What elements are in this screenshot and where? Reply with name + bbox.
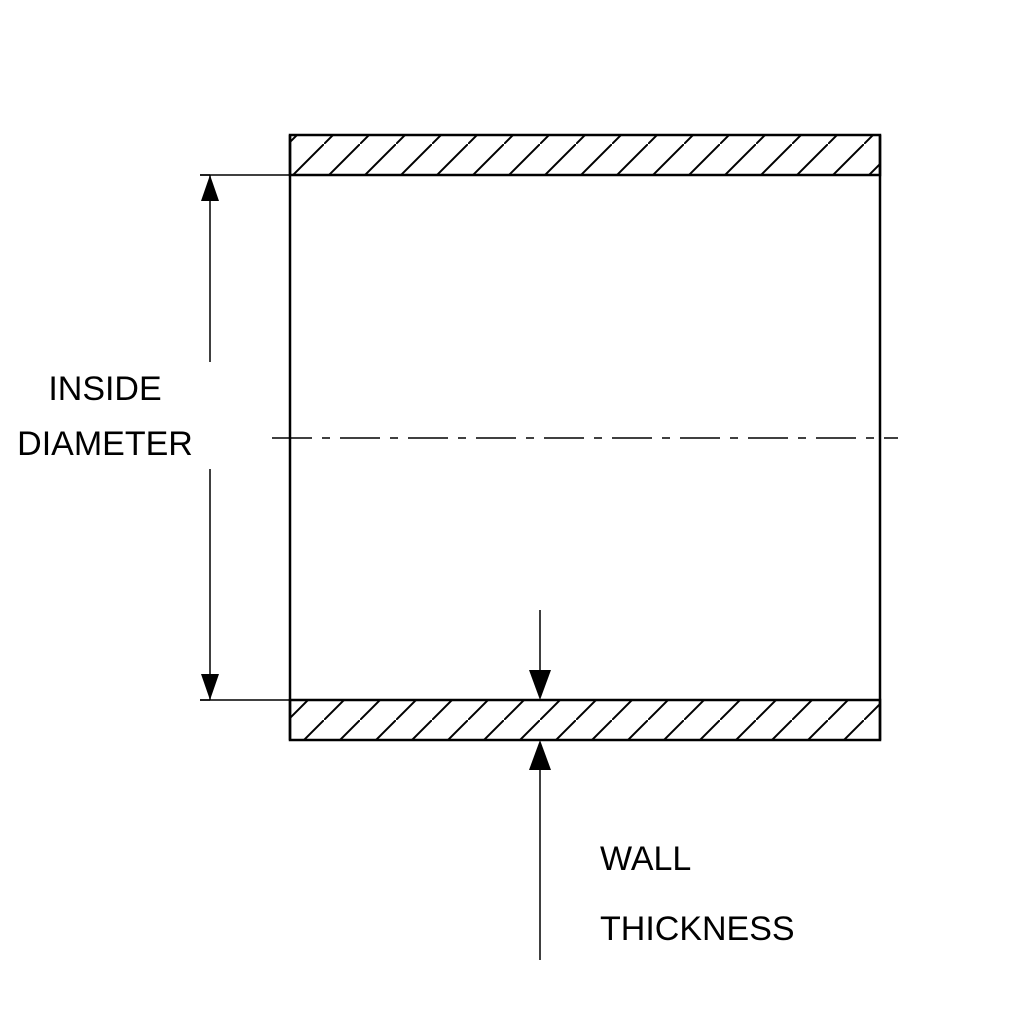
tube-section-diagram: INSIDE DIAMETER WALL THICKNESS: [0, 0, 1024, 1020]
label-thickness: THICKNESS: [600, 910, 795, 948]
bottom-wall-hatch: [290, 700, 880, 740]
top-wall-hatch: [290, 135, 880, 175]
wt-arrow-lower: [529, 740, 551, 770]
id-arrow-top: [201, 175, 219, 201]
label-inside: INSIDE: [48, 370, 161, 408]
label-wall: WALL: [600, 840, 691, 878]
wt-arrow-upper: [529, 670, 551, 700]
label-diameter: DIAMETER: [17, 425, 193, 463]
id-arrow-bot: [201, 674, 219, 700]
